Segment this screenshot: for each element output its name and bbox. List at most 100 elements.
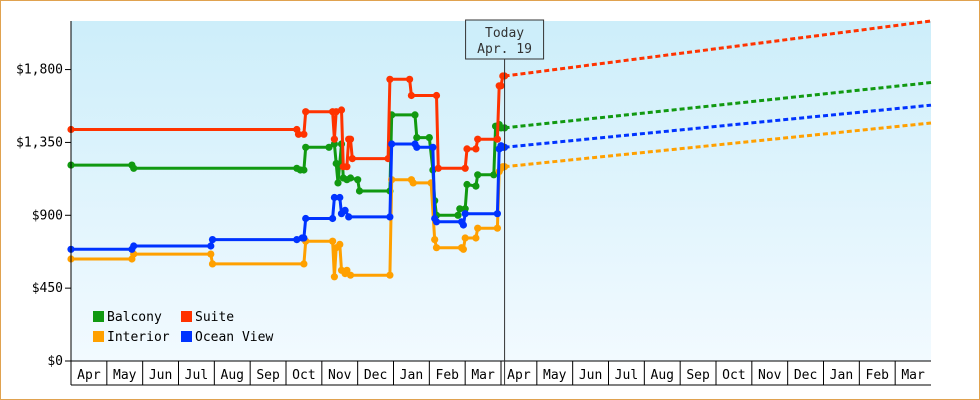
series-interior [67,121,932,281]
series-suite [67,19,932,172]
data-point [337,106,346,114]
x-tick-label: Dec [364,368,387,383]
legend-item: Interior [93,330,170,345]
data-point [431,236,439,244]
data-point [355,187,364,195]
data-point [330,193,338,202]
data-point [336,193,344,202]
series-ocean-view [67,103,932,253]
data-point [413,134,421,142]
data-point [407,91,415,100]
data-point [432,218,441,226]
data-point [329,237,337,245]
data-point [454,211,462,219]
data-point [432,91,441,100]
data-point [413,143,421,151]
x-tick-label: Nov [328,368,352,383]
data-point [345,213,353,221]
x-tick-label: Nov [758,368,782,383]
x-tick-label: Sep [686,368,710,383]
data-point [472,234,480,242]
data-point [300,166,308,174]
x-tick-label: Jan [400,368,423,383]
data-point [300,260,308,268]
x-tick-label: Jan [830,368,853,383]
x-tick-label: Mar [471,368,495,383]
data-point [459,245,467,253]
data-point [474,224,482,232]
data-point [472,145,480,153]
data-point [474,171,482,179]
legend-swatch [93,311,104,322]
x-tick-label: Jul [615,368,638,383]
data-point [207,250,215,258]
data-point [386,213,394,221]
data-point [411,111,419,119]
today-label: Today [485,26,524,41]
legend-label: Suite [195,310,234,325]
y-tick-label: $450 [32,281,63,296]
data-point [490,171,498,179]
data-point [302,108,310,116]
data-point [300,234,308,242]
x-tick-label: Aug [221,368,244,383]
data-point [432,244,441,252]
today-box [465,19,545,60]
today-date: Apr. 19 [477,42,532,57]
data-point [474,135,482,143]
x-tick-label: Sep [256,368,280,383]
x-tick-label: Mar [901,368,925,383]
data-point [300,130,308,138]
x-tick-label: Aug [651,368,674,383]
data-point [409,179,417,187]
data-point [341,206,349,214]
legend-label: Balcony [107,310,162,325]
data-point [208,236,217,244]
data-point [461,164,469,172]
data-point [336,240,344,248]
x-tick-label: Jul [185,368,208,383]
data-point [493,135,501,143]
x-tick-label: May [543,368,567,383]
data-point [346,135,355,143]
data-point [497,82,505,90]
data-point [346,174,355,182]
data-point [425,134,433,142]
data-point [325,143,333,151]
x-tick-label: Feb [866,368,890,383]
data-point [459,221,467,229]
data-point [208,260,217,268]
x-tick-label: Jun [149,368,172,383]
data-point [130,242,138,250]
legend-label: Interior [107,330,170,345]
legend-item: Suite [181,310,234,325]
data-point [463,145,471,153]
data-point [330,273,338,281]
y-tick-label: $1,350 [16,135,63,150]
x-tick-label: Apr [507,368,531,383]
data-point [463,180,471,189]
data-point [461,210,469,218]
data-point [332,159,340,168]
x-tick-label: Oct [292,368,315,383]
data-point [348,155,356,163]
x-tick-label: Dec [794,368,817,383]
data-point [429,143,437,151]
data-point [472,182,480,190]
data-point [493,210,501,218]
x-tick-label: Jun [579,368,602,383]
legend-swatch [181,311,192,322]
legend-item: Balcony [93,310,162,325]
legend-swatch [93,331,104,342]
data-point [330,135,338,143]
data-point [329,214,337,223]
data-point [334,179,342,187]
x-tick-label: Apr [77,368,101,383]
data-point [406,75,414,83]
y-tick-label: $900 [32,208,63,223]
data-point [456,205,464,213]
data-point [386,271,394,279]
x-tick-label: Oct [722,368,745,383]
